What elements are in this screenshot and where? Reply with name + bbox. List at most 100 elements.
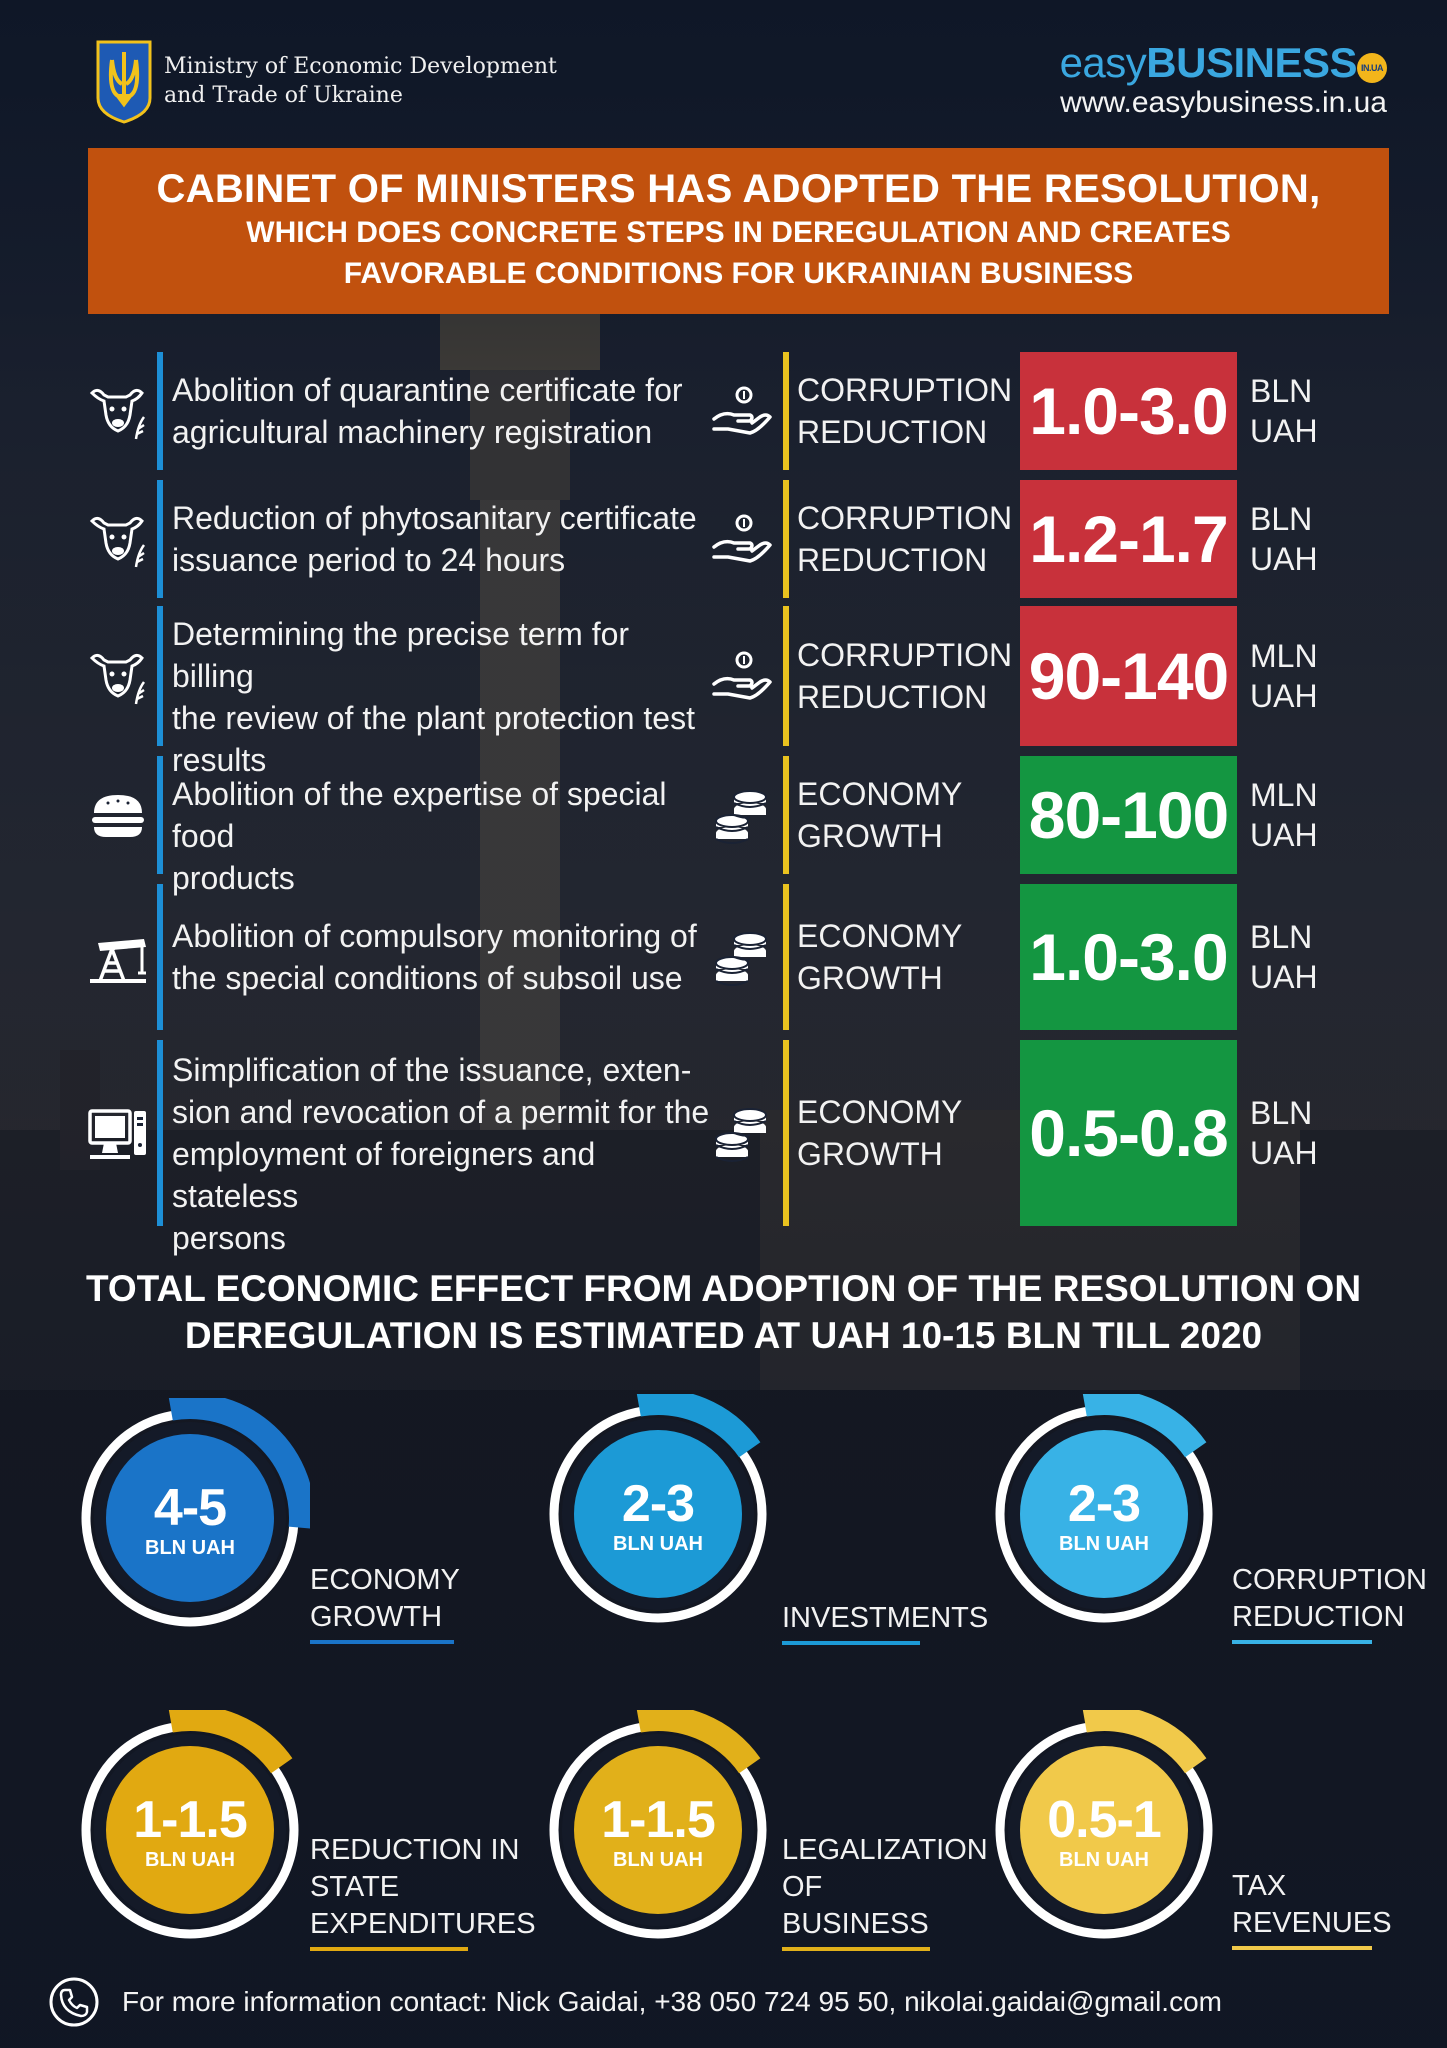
measure-description-line: Abolition of the expertise of special fo…: [172, 776, 667, 854]
trident-emblem-icon: [96, 40, 152, 124]
effect-ring: [81, 1710, 299, 1939]
effect-category: CORRUPTION REDUCTION: [797, 634, 1017, 718]
effect-value-box: 80-100: [1020, 756, 1237, 874]
effect-label-line: ECONOMY: [310, 1564, 460, 1596]
effect-disc: [106, 1434, 274, 1602]
phone-icon: [49, 1977, 99, 2027]
contact-text[interactable]: For more information contact: Nick Gaida…: [122, 1986, 1222, 2017]
total-effect-line1: TOTAL ECONOMIC EFFECT FROM ADOPTION OF T…: [85, 1268, 1362, 1309]
brand-business: BUSINESS: [1146, 39, 1357, 86]
effect-accent-arc: [168, 1710, 293, 1774]
effect-ring: [549, 1710, 767, 1939]
measure-divider: [157, 1040, 163, 1226]
effect-disc: [574, 1746, 742, 1914]
effect-disc: [1020, 1746, 1188, 1914]
effect-amount: 0.5-1 BLN UAH: [984, 1792, 1224, 1872]
effect-label: TAX REVENUES: [1232, 1868, 1392, 1954]
effect-label-line: EXPENDITURES: [310, 1908, 536, 1940]
category-divider: [783, 1040, 789, 1226]
effect-category-line: CORRUPTION: [797, 500, 1013, 536]
measure-description-line: results: [172, 742, 267, 778]
effect-ring: [81, 1398, 310, 1627]
effect-unit-line: BLN: [1250, 373, 1313, 409]
easybusiness-logo[interactable]: easyBUSINESS IN.UA www.easybusiness.in.ua: [1060, 40, 1387, 120]
hand-coin-icon: [710, 507, 774, 571]
coin-stack-icon: [710, 925, 774, 989]
effect-value-box: 1.2-1.7: [1020, 480, 1237, 598]
effect-category: ECONOMY GROWTH: [797, 915, 1017, 999]
measure-description: Determining the precise term for billing…: [172, 613, 712, 781]
effect-amount: 2-3 BLN UAH: [538, 1476, 778, 1556]
hand-coin-icon: [710, 644, 774, 708]
measure-description-line: the review of the plant protection test: [172, 700, 695, 736]
effect-label-underline: [1232, 1946, 1372, 1950]
measure-row: Abolition of the expertise of special fo…: [0, 756, 1447, 896]
measure-row: Simplification of the issuance, exten-si…: [0, 1040, 1447, 1256]
computer-icon: [86, 1101, 150, 1165]
effect-category: CORRUPTION REDUCTION: [797, 369, 1017, 453]
measure-description-line: persons: [172, 1220, 286, 1256]
hand-coin-icon: [710, 379, 774, 443]
ministry-name-line2: and Trade of Ukraine: [164, 83, 403, 108]
coin-stack-icon: [710, 1101, 774, 1165]
burger-icon: [86, 783, 150, 847]
headline-line3: FAVORABLE CONDITIONS FOR UKRAINIAN BUSIN…: [343, 257, 1134, 290]
effect-label-underline: [782, 1641, 920, 1645]
effect-label: INVESTMENTS: [782, 1600, 988, 1649]
effect-category-line: REDUCTION: [797, 414, 988, 450]
effect-category-line: ECONOMY: [797, 1094, 963, 1130]
headline-line1: CABINET OF MINISTERS HAS ADOPTED THE RES…: [156, 167, 1321, 211]
category-divider: [783, 606, 789, 746]
ministry-logo: Ministry of Economic Development and Tra…: [94, 38, 557, 124]
effect-label-line: INVESTMENTS: [782, 1602, 989, 1634]
effect-amount-value: 2-3: [621, 1475, 695, 1533]
measure-description: Abolition of compulsory monitoring of the…: [172, 915, 712, 999]
ministry-name-line1: Ministry of Economic Development: [164, 54, 557, 79]
effect-ring: [995, 1710, 1213, 1939]
measure-description-line: Reduction of phytosanitary certificate: [172, 500, 697, 536]
effect-value-box: 90-140: [1020, 606, 1237, 746]
effect-label-line: GROWTH: [310, 1601, 443, 1633]
effect-amount-unit: BLN UAH: [145, 1537, 235, 1559]
measure-description-line: Simplification of the issuance, exten-: [172, 1052, 692, 1088]
effect-unit-line: UAH: [1250, 959, 1318, 995]
measure-row: Reduction of phytosanitary certificate is…: [0, 480, 1447, 598]
measure-description-line: the special conditions of subsoil use: [172, 960, 683, 996]
effect-accent-arc: [1082, 1710, 1207, 1774]
effect-unit-line: BLN: [1250, 919, 1313, 955]
total-effect-heading: TOTAL ECONOMIC EFFECT FROM ADOPTION OF T…: [0, 1265, 1447, 1359]
effect-unit-line: UAH: [1250, 413, 1318, 449]
effect-category-line: ECONOMY: [797, 918, 963, 954]
effect-label: ECONOMY GROWTH: [310, 1562, 460, 1648]
total-effect-line2: DEREGULATION IS ESTIMATED AT UAH 10-15 B…: [184, 1315, 1263, 1356]
effect-unit-line: BLN: [1250, 501, 1313, 537]
effect-amount: 1-1.5 BLN UAH: [538, 1792, 778, 1872]
measure-row: Abolition of compulsory monitoring of the…: [0, 884, 1447, 1030]
effect-disc: [1020, 1430, 1188, 1598]
effect-amount-unit: BLN UAH: [145, 1849, 235, 1871]
effect-value-box: 1.0-3.0: [1020, 884, 1237, 1030]
effect-unit-line: MLN: [1250, 777, 1318, 813]
effect-category-line: GROWTH: [797, 818, 943, 854]
brand-url-link[interactable]: www.easybusiness.in.ua: [1060, 86, 1387, 119]
effect-unit-line: UAH: [1250, 541, 1318, 577]
effect-category-line: REDUCTION: [797, 542, 988, 578]
effect-category-line: CORRUPTION: [797, 372, 1013, 408]
effect-category-line: REDUCTION: [797, 679, 988, 715]
effect-category-line: CORRUPTION: [797, 637, 1013, 673]
effect-unit: MLN UAH: [1250, 775, 1318, 855]
effect-amount-value: 0.5-1: [1047, 1791, 1162, 1849]
effect-label: CORRUPTION REDUCTION: [1232, 1562, 1427, 1648]
effect-circle: 2-3 BLN UAH: [984, 1394, 1224, 1634]
effect-amount: 2-3 BLN UAH: [984, 1476, 1224, 1556]
effect-amount: 1-1.5 BLN UAH: [70, 1792, 310, 1872]
effect-label-line: LEGALIZATION: [782, 1834, 988, 1866]
effect-value-box: 0.5-0.8: [1020, 1040, 1237, 1226]
measure-description-line: sion and revocation of a permit for the: [172, 1094, 710, 1130]
effect-label-line: REDUCTION IN: [310, 1834, 520, 1866]
headline-banner: CABINET OF MINISTERS HAS ADOPTED THE RES…: [88, 148, 1389, 314]
effect-disc: [106, 1746, 274, 1914]
effect-label-underline: [310, 1640, 454, 1644]
effect-category: CORRUPTION REDUCTION: [797, 497, 1017, 581]
measure-description-line: Determining the precise term for billing: [172, 616, 630, 694]
